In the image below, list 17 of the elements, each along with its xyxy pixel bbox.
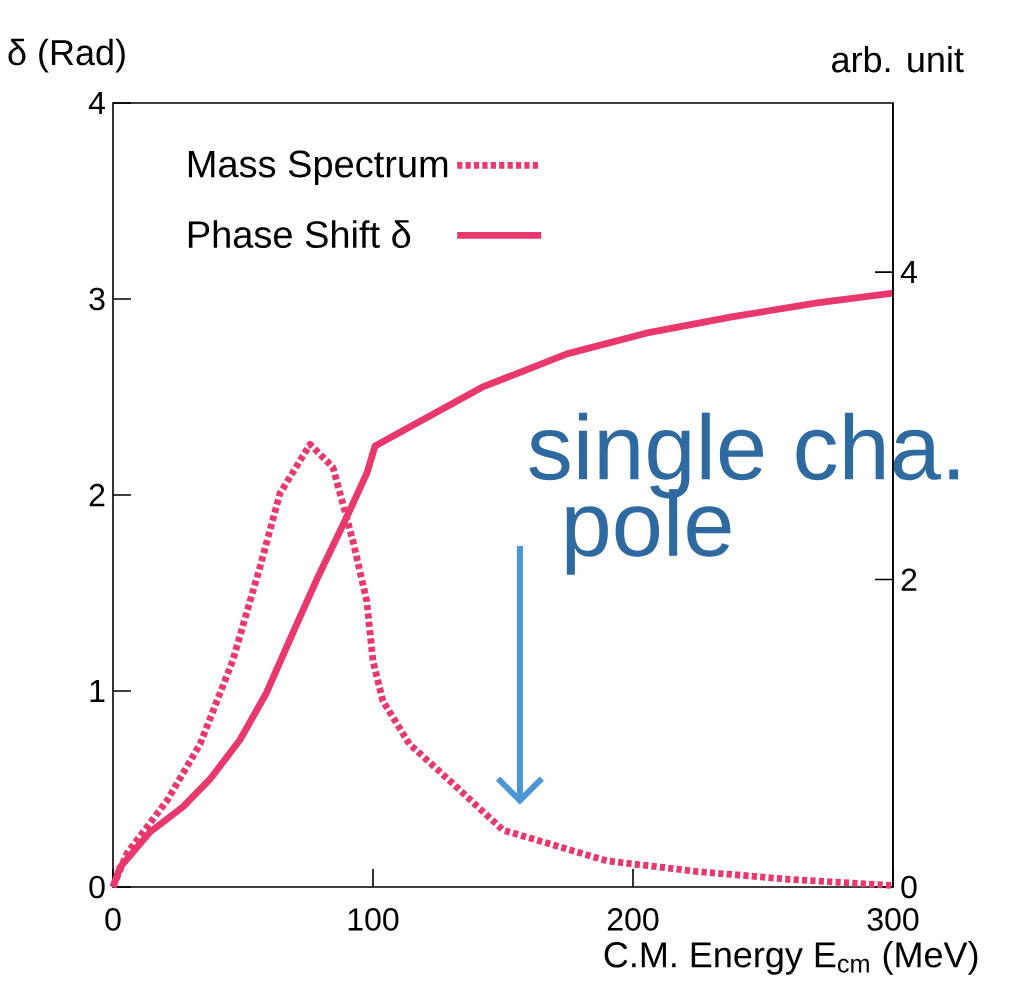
y2-tick-label: 2: [901, 568, 917, 591]
y-tick-label: 2: [89, 483, 105, 507]
y-axis-title: δ (Rad): [8, 38, 125, 73]
legend-label: Mass Spectrum: [188, 150, 448, 186]
y2-tick-label: 4: [900, 261, 917, 284]
x-tick-label: 100: [348, 908, 399, 931]
x-axis-title: C.M. Energy E$_{cm}$ (MeV): [604, 941, 978, 975]
y2-axis-title: arb. unit: [832, 45, 964, 73]
x-tick-label: 200: [607, 908, 659, 931]
x-tick-label: 300: [867, 908, 919, 931]
y-tick-label: 3: [89, 287, 105, 311]
y2-tick-label: 0: [901, 875, 917, 899]
y-tick-label: 0: [89, 875, 105, 899]
x-tick-label: 0: [105, 908, 121, 931]
y-tick-label: 4: [88, 91, 105, 115]
y-tick-label: 1: [90, 679, 105, 703]
legend-label: Phase Shift δ: [188, 220, 411, 249]
